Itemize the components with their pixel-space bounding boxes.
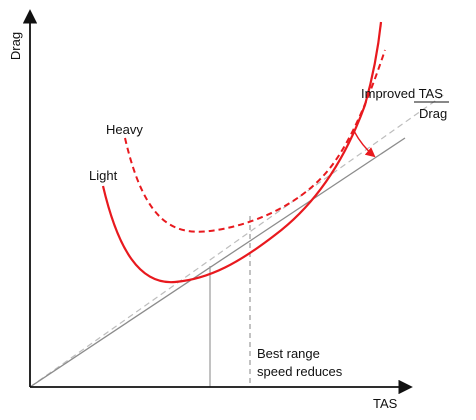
heavy-curve-label: Heavy (106, 122, 143, 137)
tangent-line-light (29, 137, 406, 388)
tangent-line-heavy (29, 93, 446, 388)
light-curve-label: Light (89, 168, 118, 183)
best-range-label-line2: speed reduces (257, 364, 343, 379)
x-axis-label: TAS (373, 396, 398, 411)
ratio-numerator-label: Improved TAS (361, 86, 443, 101)
ratio-denominator-label: Drag (419, 106, 447, 121)
heavy-drag-curve (124, 49, 386, 233)
best-range-label-line1: Best range (257, 346, 320, 361)
tangent-shift-arrow (353, 130, 376, 158)
light-drag-curve (101, 21, 383, 284)
y-axis-label: Drag (8, 32, 23, 60)
